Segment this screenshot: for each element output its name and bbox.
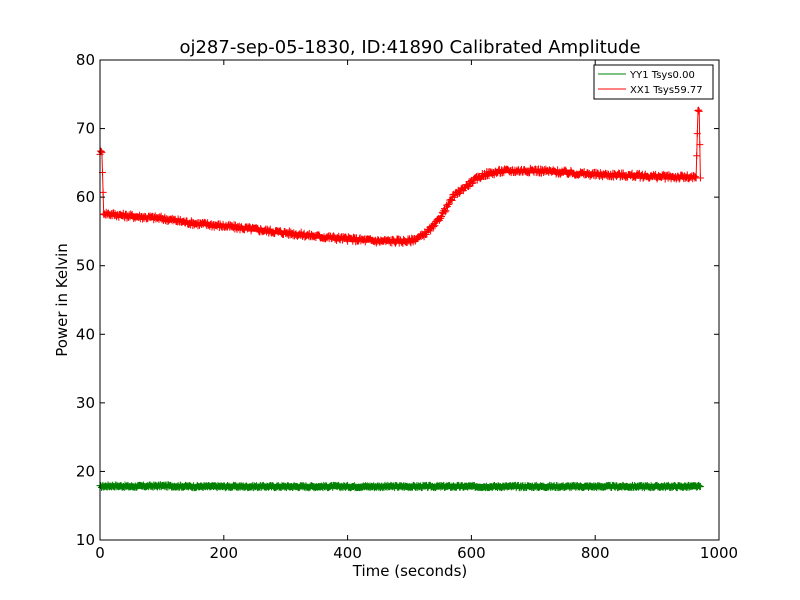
y-tick-label: 20 — [76, 462, 95, 480]
data-point — [693, 152, 701, 160]
data-point — [438, 212, 446, 220]
data-point — [695, 481, 703, 489]
data-point — [430, 223, 438, 231]
data-point — [349, 233, 357, 241]
y-axis-label: Power in Kelvin — [53, 243, 71, 357]
y-tick-label: 80 — [76, 51, 95, 69]
data-point — [437, 214, 445, 222]
data-point — [696, 141, 704, 149]
data-point — [99, 188, 107, 196]
data-point — [468, 180, 476, 188]
series-yy1 — [96, 481, 704, 492]
data-point — [693, 130, 701, 138]
x-axis-label: Time (seconds) — [352, 562, 468, 580]
y-tick-label: 10 — [76, 531, 95, 549]
data-point — [464, 182, 472, 190]
x-tick-label: 800 — [581, 544, 610, 562]
data-point — [419, 232, 427, 240]
y-tick-label: 60 — [76, 188, 95, 206]
x-tick-label: 1000 — [700, 544, 738, 562]
plot-area — [96, 106, 704, 492]
x-tick-label: 0 — [95, 544, 105, 562]
chart-title: oj287-sep-05-1830, ID:41890 Calibrated A… — [179, 37, 640, 58]
legend-entry-xx1: XX1 Tsys59.77 — [630, 85, 703, 96]
legend-entry-yy1: YY1 Tsys0.00 — [629, 70, 695, 81]
data-point — [695, 106, 703, 114]
x-tick-label: 200 — [209, 544, 238, 562]
axis-ticks: 0 200 400 600 800 1000 10 20 30 40 50 60 70 80 — [76, 51, 738, 562]
data-point — [427, 227, 435, 235]
data-point — [695, 107, 703, 115]
legend-box — [593, 64, 714, 100]
data-point — [445, 200, 453, 208]
data-point — [469, 179, 477, 187]
y-tick-label: 30 — [76, 394, 95, 412]
data-point — [442, 207, 450, 215]
data-point — [596, 169, 604, 177]
data-point — [696, 483, 704, 491]
x-tick-label: 400 — [333, 544, 362, 562]
data-point — [661, 175, 669, 183]
y-tick-label: 40 — [76, 325, 95, 343]
data-point — [98, 149, 106, 157]
data-point — [456, 189, 464, 197]
data-point — [431, 222, 439, 230]
data-point — [450, 193, 458, 201]
data-point — [696, 174, 704, 182]
y-tick-label: 70 — [76, 120, 95, 138]
plot-frame — [99, 59, 720, 541]
legend: YY1 Tsys0.00 XX1 Tsys59.77 — [593, 64, 714, 100]
data-point — [675, 175, 683, 183]
y-tick-label: 50 — [76, 257, 95, 275]
data-point — [691, 173, 699, 181]
data-point — [97, 147, 105, 155]
data-point — [441, 208, 449, 216]
x-tick-label: 600 — [457, 544, 486, 562]
series-xx1 — [96, 106, 704, 247]
